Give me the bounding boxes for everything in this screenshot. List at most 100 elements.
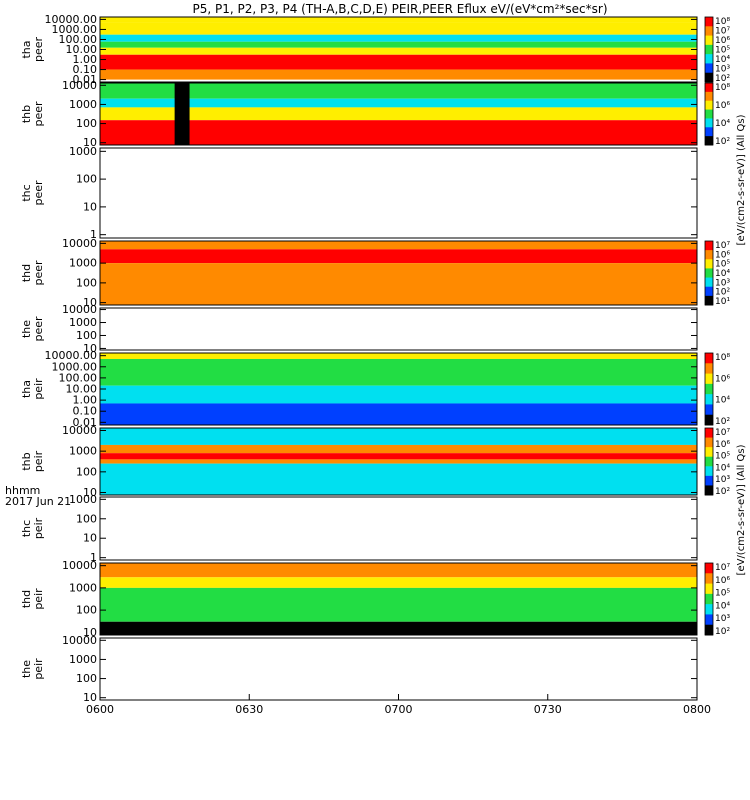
x-tick-label: 0600	[86, 703, 114, 716]
panel-probe-label: the	[20, 320, 33, 338]
y-tick-label: 0.10	[73, 405, 98, 418]
panel-species-label: peir	[32, 378, 45, 400]
panel-species-label: peer	[32, 37, 45, 63]
colorbar-tick-label: 10⁶	[715, 101, 730, 111]
y-tick-label: 0.01	[73, 73, 98, 86]
colorbar-segment	[705, 373, 713, 385]
panel-frame	[99, 147, 698, 239]
colorbar-tick-label: 10⁷	[715, 428, 730, 438]
panel-species-label: peir	[32, 588, 45, 610]
panel-frame	[99, 307, 698, 351]
colorbar-segment	[705, 437, 713, 448]
colorbar-tick-label: 10³	[715, 65, 730, 75]
colorbar-tick-label: 10⁶	[715, 36, 730, 46]
spectrogram-band	[100, 41, 697, 48]
y-tick-label: 1000	[69, 493, 97, 506]
colorbar-tick-label: 10⁷	[715, 241, 730, 251]
spectrogram-band	[100, 403, 697, 425]
y-tick-label: 1000	[69, 257, 97, 270]
spectrogram-band	[100, 463, 697, 495]
time-axis-label: hhmm	[5, 484, 40, 497]
panel-frame	[99, 496, 698, 561]
y-tick-label: 1.00	[73, 394, 98, 407]
colorbar-segment	[705, 250, 713, 260]
colorbar-tick-label: 10²	[715, 137, 730, 147]
colorbar-tick-label: 10²	[715, 288, 730, 298]
panel-species-label: peir	[32, 517, 45, 539]
time-axis-date: 2017 Jun 21	[5, 495, 71, 508]
panel-frame	[99, 637, 698, 701]
panel-thc-peir: 1000 100 10 1 thc peir	[20, 493, 698, 564]
colorbar-tick-label: 10⁵	[715, 260, 730, 270]
colorbar-tick-label: 10⁴	[715, 269, 730, 279]
colorbar-segment	[705, 466, 713, 477]
spectrogram-band	[100, 577, 697, 588]
colorbar-segment	[705, 447, 713, 458]
y-tick-label: 1.00	[73, 53, 98, 66]
x-tick-label: 0730	[534, 703, 562, 716]
spectrogram-band	[100, 563, 697, 578]
panel-probe-label: the	[20, 660, 33, 678]
y-tick-label: 10000	[62, 634, 97, 647]
y-tick-label: 100	[76, 276, 97, 289]
y-tick-label: 1000	[69, 98, 97, 111]
y-tick-label: 10000	[62, 237, 97, 250]
peer-units-label: [eV/(cm2-s-sr-eV)] (All Qs)	[736, 114, 747, 245]
colorbar-segment	[705, 404, 713, 416]
colorbar-tick-label: 10⁷	[715, 563, 730, 573]
y-tick-label: 1000	[69, 653, 97, 666]
x-tick-label: 0800	[683, 703, 711, 716]
y-tick-label: 1000	[69, 145, 97, 158]
y-tick-label: 10.00	[66, 43, 98, 56]
colorbar-segment	[705, 259, 713, 269]
colorbar-segment	[705, 563, 713, 574]
colorbar-segment	[705, 614, 713, 626]
colorbar-frame	[704, 427, 714, 496]
panel-probe-label: thd	[20, 590, 33, 608]
y-tick-label: 10000	[62, 79, 97, 92]
panel-probe-label: thc	[20, 184, 33, 201]
colorbar-tick-label: 10⁴	[715, 396, 730, 406]
colorbar-tick-label: 10³	[715, 614, 730, 624]
y-tick-label: 100.00	[59, 371, 98, 384]
panel-frame	[99, 427, 698, 496]
y-tick-label: 1000	[69, 316, 97, 329]
colorbar-segment	[705, 17, 713, 27]
y-tick-label: 10	[83, 486, 97, 499]
colorbar-segment	[705, 394, 713, 405]
colorbar-tick-label: 10³	[715, 475, 730, 485]
panel-probe-label: thd	[20, 264, 33, 282]
colorbar-tick-label: 10⁸	[715, 17, 730, 27]
colorbar-segment	[705, 363, 713, 375]
colorbar-tick-label: 10⁴	[715, 463, 730, 473]
spectrogram-band	[100, 22, 697, 35]
colorbar-segment	[705, 353, 713, 364]
colorbar-frame	[704, 16, 714, 83]
colorbar-frame	[704, 352, 714, 426]
panel-probe-label: thb	[20, 105, 33, 123]
colorbar-segment	[705, 604, 713, 615]
spectrogram-band	[100, 453, 697, 460]
spectrogram-band	[100, 621, 697, 635]
panel-thb-peer: 10000 1000 100 10 thb peer 10⁸ 10⁶ 10⁴ 10²	[20, 79, 730, 149]
panel-the-peir: 10000 1000 100 10 the peir	[20, 634, 698, 704]
spectrogram-band	[100, 98, 697, 108]
panel-probe-label: thb	[20, 452, 33, 470]
x-tick-label: 0700	[385, 703, 413, 716]
panel-species-label: peer	[32, 260, 45, 286]
y-tick-label: 10000.00	[45, 13, 98, 26]
colorbar-segment	[705, 593, 713, 605]
spectrogram-band	[100, 428, 697, 445]
panel-species-label: peer	[32, 316, 45, 342]
colorbar-tick-label: 10³	[715, 278, 730, 288]
colorbar-frame	[704, 82, 714, 146]
spectrogram-band	[100, 587, 697, 622]
panel-thd-peer: 10000 1000 100 10 thd peer 10⁷10⁶10⁵10⁴10³10²1…	[20, 237, 730, 309]
colorbar-segment	[705, 383, 713, 395]
colorbar-segment	[705, 456, 713, 467]
colorbar-tick-label: 10⁴	[715, 601, 730, 611]
y-tick-label: 10	[83, 626, 97, 639]
panel-frame	[99, 562, 698, 636]
y-tick-label: 10	[83, 136, 97, 149]
